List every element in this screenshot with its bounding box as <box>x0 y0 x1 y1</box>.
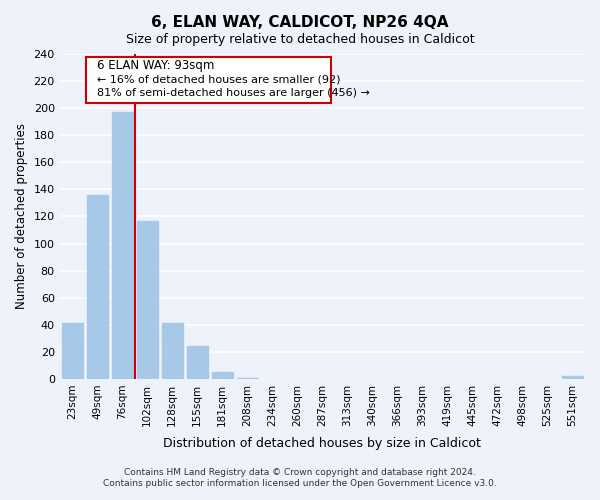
Text: Contains HM Land Registry data © Crown copyright and database right 2024.
Contai: Contains HM Land Registry data © Crown c… <box>103 468 497 487</box>
Bar <box>112 112 133 379</box>
Bar <box>212 372 233 379</box>
Y-axis label: Number of detached properties: Number of detached properties <box>15 124 28 310</box>
Bar <box>137 220 158 379</box>
Text: 6 ELAN WAY: 93sqm: 6 ELAN WAY: 93sqm <box>97 60 215 72</box>
Bar <box>86 195 108 379</box>
Bar <box>562 376 583 379</box>
Text: ← 16% of detached houses are smaller (92): ← 16% of detached houses are smaller (92… <box>97 74 341 85</box>
FancyBboxPatch shape <box>86 56 331 102</box>
X-axis label: Distribution of detached houses by size in Caldicot: Distribution of detached houses by size … <box>163 437 481 450</box>
Text: 6, ELAN WAY, CALDICOT, NP26 4QA: 6, ELAN WAY, CALDICOT, NP26 4QA <box>151 15 449 30</box>
Bar <box>62 324 83 379</box>
Text: Size of property relative to detached houses in Caldicot: Size of property relative to detached ho… <box>125 32 475 46</box>
Bar <box>187 346 208 379</box>
Bar <box>236 378 258 379</box>
Bar <box>161 324 183 379</box>
Text: 81% of semi-detached houses are larger (456) →: 81% of semi-detached houses are larger (… <box>97 88 370 98</box>
